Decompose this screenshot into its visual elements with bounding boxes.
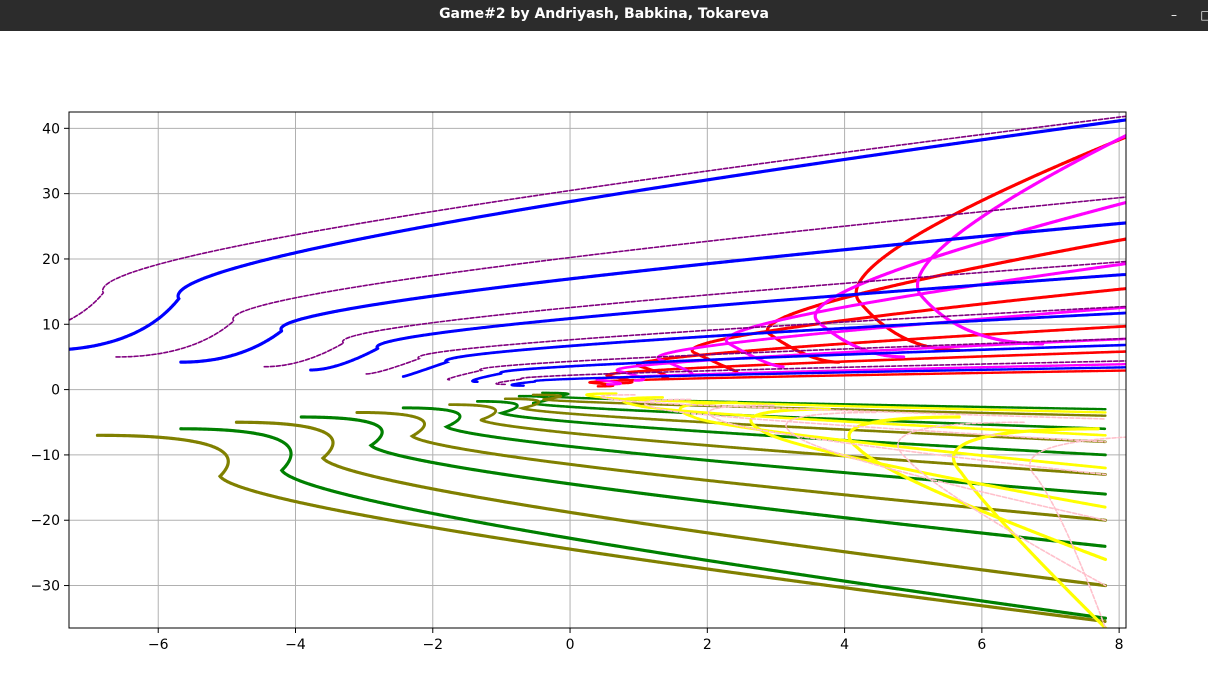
x-tick-label: 4 bbox=[840, 637, 849, 653]
series-008000 bbox=[179, 391, 1108, 620]
y-tick-label: 0 bbox=[51, 383, 60, 399]
trajectory-curve bbox=[365, 305, 1126, 375]
x-tick-label: 6 bbox=[977, 637, 986, 653]
window-title: Game#2 by Andriyash, Babkina, Tokareva bbox=[439, 6, 769, 22]
trajectory-curve bbox=[785, 411, 1107, 522]
trajectory-curve bbox=[531, 393, 1107, 417]
trajectory-curve bbox=[263, 260, 1126, 368]
trajectory-curve bbox=[678, 401, 1107, 470]
trajectory-curve bbox=[69, 115, 1126, 321]
y-tick-label: 40 bbox=[42, 121, 60, 137]
x-tick-label: 2 bbox=[703, 637, 712, 653]
trajectory-curve bbox=[1029, 436, 1126, 628]
x-tick-label: −6 bbox=[148, 637, 169, 653]
trajectory-curve bbox=[915, 133, 1126, 346]
trajectory-curve bbox=[475, 399, 1107, 457]
series-layer bbox=[69, 115, 1126, 628]
trajectory-curve bbox=[401, 406, 1107, 496]
y-tick-label: 30 bbox=[42, 187, 60, 203]
y-tick-label: −20 bbox=[30, 513, 60, 529]
y-tick-label: 20 bbox=[42, 252, 60, 268]
window-titlebar: Game#2 by Andriyash, Babkina, Tokareva –… bbox=[0, 0, 1208, 31]
trajectory-curve bbox=[707, 404, 1107, 476]
trajectory-curve bbox=[448, 403, 1107, 476]
trajectory-curve bbox=[234, 420, 1108, 588]
trajectory-curve bbox=[309, 272, 1126, 372]
x-tick-label: 0 bbox=[566, 637, 575, 653]
x-tick-label: 8 bbox=[1115, 637, 1124, 653]
minimize-button[interactable]: – bbox=[1171, 8, 1177, 22]
trajectory-curve bbox=[179, 221, 1126, 364]
trajectory-curve bbox=[495, 360, 1126, 386]
figure-canvas: −6 −4 −2 0 2 4 6 8 −30 −20 −10 0 10 20 30 40 bbox=[0, 31, 1208, 691]
maximize-button[interactable]: □ bbox=[1200, 8, 1208, 22]
y-tick-label: 10 bbox=[42, 317, 60, 333]
trajectory-curve bbox=[635, 324, 1126, 380]
trajectory-curve bbox=[897, 421, 1107, 587]
trajectory-curve bbox=[510, 366, 1126, 387]
x-tick-label: −4 bbox=[285, 637, 306, 653]
plot-frame bbox=[68, 111, 1127, 629]
series-ffc0cb bbox=[600, 394, 1126, 628]
series-ffff00 bbox=[585, 392, 1108, 628]
trajectory-curve bbox=[847, 415, 1108, 562]
trajectory-curve bbox=[401, 311, 1126, 378]
trajectory-curve bbox=[471, 343, 1126, 384]
trajectory-curve bbox=[69, 118, 1126, 351]
y-tick-label: −10 bbox=[30, 448, 60, 464]
series-0000ff bbox=[69, 118, 1126, 387]
trajectory-curve bbox=[690, 287, 1126, 373]
trajectory-curve bbox=[503, 397, 1107, 444]
trajectory-curve bbox=[447, 337, 1126, 381]
trajectory-curve bbox=[585, 392, 1107, 414]
trajectory-curve bbox=[299, 415, 1108, 548]
trajectory-curve bbox=[95, 433, 1108, 624]
trajectory-curve bbox=[355, 410, 1107, 522]
x-tick-label: −2 bbox=[422, 637, 443, 653]
trajectory-curve bbox=[600, 394, 1107, 420]
y-tick-label: −30 bbox=[30, 579, 60, 595]
trajectory-curve bbox=[951, 427, 1108, 628]
trajectory-curve bbox=[179, 427, 1108, 620]
trajectory-curve bbox=[749, 407, 1107, 509]
trajectory-curve bbox=[115, 196, 1126, 358]
series-800080 bbox=[69, 115, 1126, 386]
